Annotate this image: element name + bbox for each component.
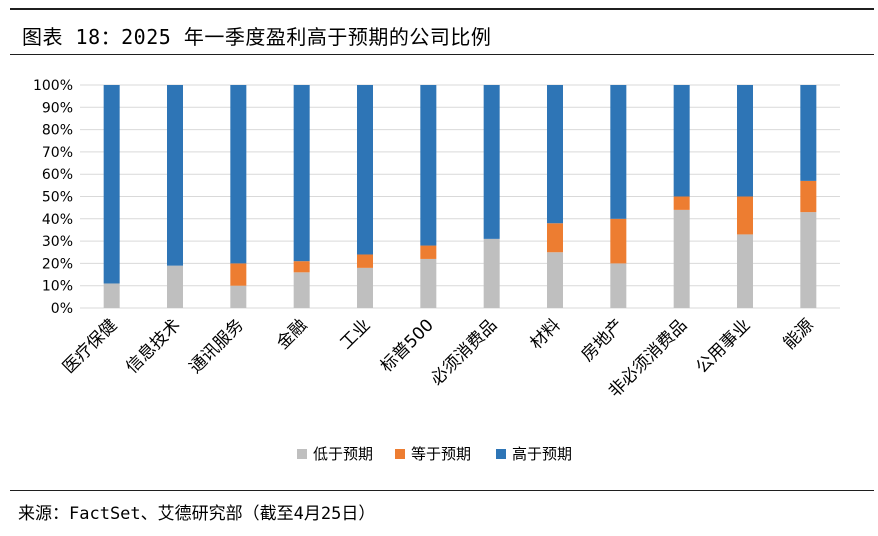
legend-swatch (395, 449, 405, 459)
x-tick-label: 材料 (526, 315, 564, 353)
bar-segment-above (230, 85, 247, 264)
x-tick-label: 公用事业 (692, 315, 754, 377)
bar-segment-above (673, 85, 690, 197)
bar-segment-below (800, 212, 817, 308)
legend-swatch (297, 449, 307, 459)
bar-segment-below (610, 263, 627, 308)
bar-segment-above (800, 85, 817, 181)
chart-title: 图表 18：2025 年一季度盈利高于预期的公司比例 (22, 25, 492, 49)
x-tick-label: 金融 (273, 315, 311, 353)
bar-segment-inline (673, 196, 690, 210)
y-tick-label: 100% (33, 78, 73, 94)
x-tick-label: 通讯服务 (186, 315, 248, 377)
source-note: 来源：FactSet、艾德研究部（截至4月25日） (18, 504, 376, 524)
bar-segment-above (167, 85, 183, 266)
legend-label: 等于预期 (411, 445, 471, 463)
bar-segment-below (483, 238, 500, 308)
bar-segment-inline (737, 196, 753, 235)
y-tick-label: 70% (42, 145, 73, 161)
bar-segment-below (420, 258, 437, 308)
bar-segment-below (103, 283, 120, 308)
legend-label: 高于预期 (512, 445, 572, 463)
title-bar: 图表 18：2025 年一季度盈利高于预期的公司比例 (10, 8, 874, 55)
bar-segment-above (547, 85, 563, 224)
bar-segment-inline (357, 254, 373, 268)
bar-segment-below (737, 234, 753, 308)
bar-segment-below (230, 285, 247, 308)
legend-swatch (496, 449, 506, 459)
bar-segment-above (737, 85, 753, 197)
bar-segment-below (357, 267, 373, 308)
footer-divider (10, 490, 874, 491)
bar-segment-below (547, 252, 563, 308)
bar-segment-above (610, 85, 627, 219)
y-tick-label: 40% (42, 212, 73, 228)
bar-segment-inline (610, 218, 627, 264)
x-tick-label: 必须消费品 (427, 315, 501, 389)
x-tick-label: 医疗保健 (59, 315, 121, 377)
y-tick-label: 90% (42, 100, 73, 116)
bar-segment-inline (420, 245, 437, 259)
bar-segment-above (103, 85, 120, 284)
bar-segment-below (673, 209, 690, 308)
bar-segment-above (483, 85, 500, 239)
y-tick-label: 20% (42, 256, 73, 272)
legend-label: 低于预期 (313, 445, 373, 463)
y-tick-label: 10% (42, 279, 73, 295)
bar-segment-inline (230, 263, 247, 286)
bar-segment-above (293, 85, 310, 262)
y-tick-label: 30% (42, 234, 73, 250)
y-tick-label: 0% (51, 301, 73, 317)
bar-segment-inline (293, 261, 310, 273)
bar-segment-inline (547, 223, 563, 253)
x-tick-label: 房地产 (578, 315, 628, 365)
bar-segment-above (420, 85, 437, 246)
bar-segment-below (293, 272, 310, 308)
y-tick-label: 80% (42, 123, 73, 139)
y-tick-label: 60% (42, 167, 73, 183)
bar-segment-above (357, 85, 373, 255)
y-tick-label: 50% (42, 190, 73, 206)
x-tick-label: 信息技术 (122, 315, 184, 377)
x-tick-label: 能源 (780, 315, 818, 353)
bar-segment-below (167, 265, 183, 308)
x-tick-label: 标普500 (377, 315, 438, 376)
bar-segment-inline (800, 180, 817, 213)
x-tick-label: 工业 (336, 315, 374, 353)
